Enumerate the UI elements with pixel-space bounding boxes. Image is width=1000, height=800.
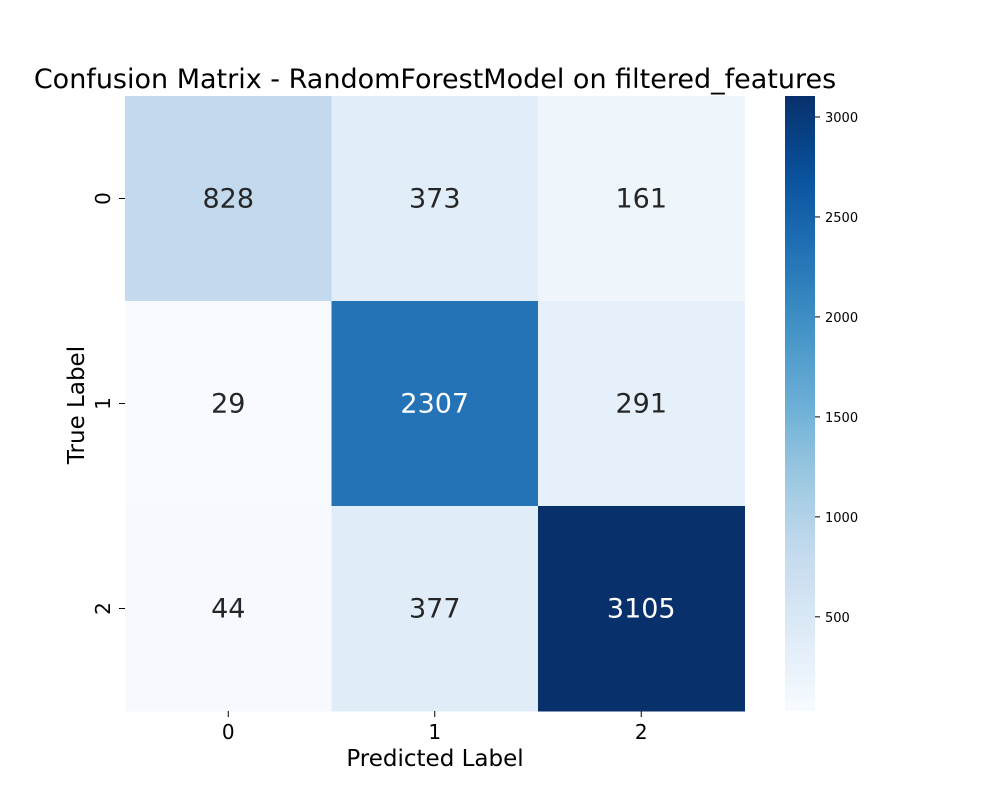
colorbar-tick-label: 2500 [825, 211, 858, 226]
x-tick-label: 2 [635, 720, 648, 744]
colorbar-tick-label: 2000 [825, 311, 858, 326]
y-axis-ticks: 0 1 2 [91, 192, 125, 615]
heatmap-cell-0-1 [331, 96, 539, 302]
cell-value-label-0-1: 373 [409, 184, 461, 215]
cell-value-label-1-1: 2307 [400, 389, 469, 420]
x-tick-label: 0 [222, 720, 235, 744]
cell-value-label-2-0: 44 [211, 594, 245, 625]
heatmap-cell-0-2 [538, 96, 745, 302]
colorbar-tick-label: 3000 [825, 111, 858, 126]
heatmap-cells [125, 96, 745, 712]
heatmap-cell-1-0 [125, 301, 332, 507]
colorbar-tick-label: 1000 [825, 511, 858, 526]
x-axis-label: Predicted Label [346, 746, 523, 772]
cell-value-label-0-2: 161 [615, 184, 667, 215]
cell-value-label-2-2: 3105 [607, 594, 676, 625]
heatmap-cell-2-1 [331, 506, 539, 712]
cell-value-label-1-0: 29 [211, 389, 245, 420]
x-axis-ticks: 0 1 2 [222, 711, 648, 744]
heatmap-cell-1-2 [538, 301, 745, 507]
y-axis-label: True Label [64, 346, 90, 465]
heatmap-cell-labels: 828 373 161 29 2307 291 44 377 3105 [202, 184, 675, 625]
y-tick-label: 0 [91, 192, 115, 205]
heatmap-cell-0-0 [125, 96, 332, 302]
colorbar-tick-label: 500 [825, 611, 850, 626]
chart-title: Confusion Matrix - RandomForestModel on … [34, 64, 836, 95]
cell-value-label-0-0: 828 [202, 184, 254, 215]
y-tick-label: 1 [91, 397, 115, 410]
colorbar-gradient [785, 96, 815, 711]
x-tick-label: 1 [428, 720, 441, 744]
cell-value-label-1-2: 291 [615, 389, 667, 420]
heatmap-cell-1-1 [331, 301, 539, 507]
colorbar-tick-label: 1500 [825, 411, 858, 426]
heatmap-cell-2-2 [538, 506, 745, 712]
colorbar-ticks: 500 1000 1500 2000 2500 3000 [815, 111, 858, 626]
y-tick-label: 2 [91, 602, 115, 615]
cell-value-label-2-1: 377 [409, 594, 461, 625]
colorbar: 500 1000 1500 2000 2500 3000 [785, 96, 858, 711]
heatmap-cell-2-0 [125, 506, 332, 712]
